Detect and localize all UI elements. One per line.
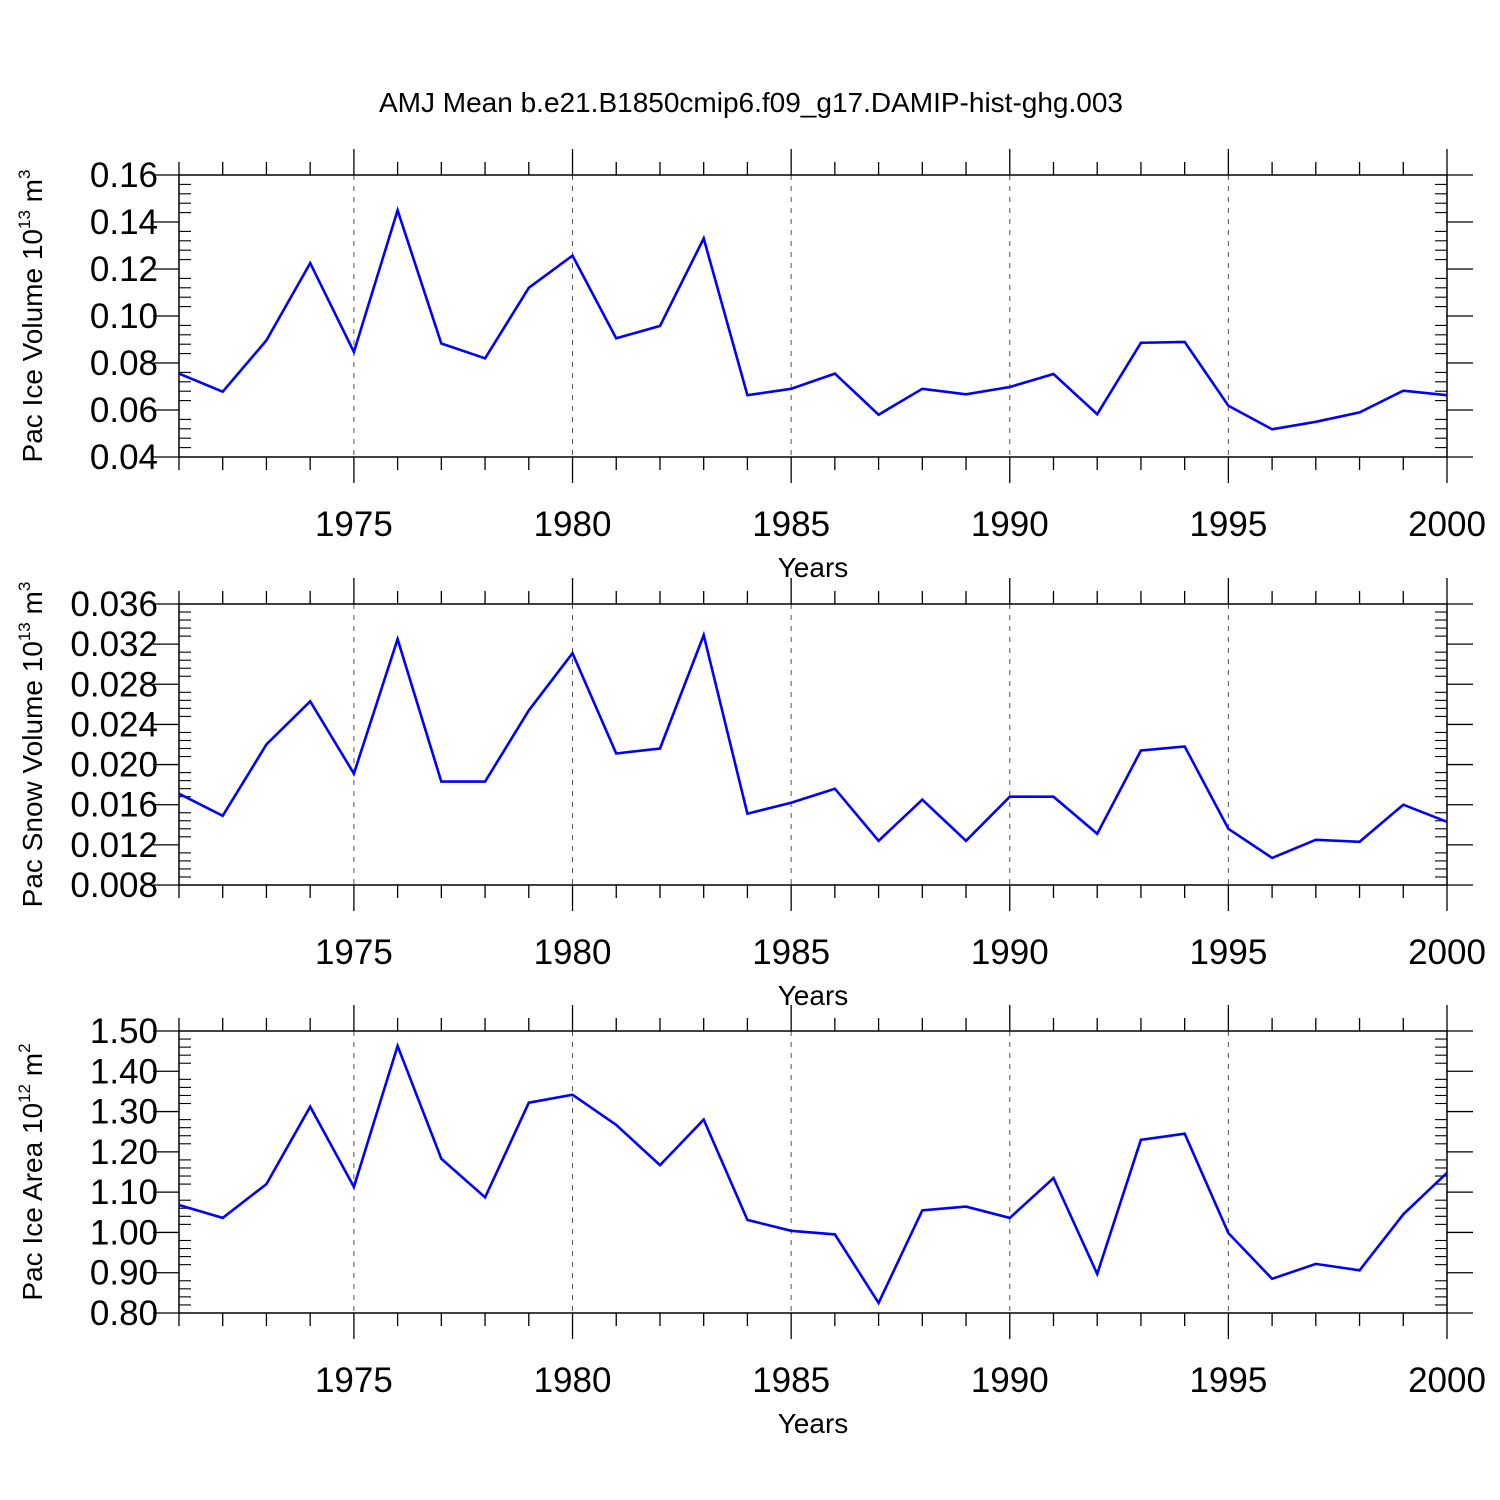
y-axis-title-unit: m xyxy=(17,179,48,210)
y-tick-label: 0.80 xyxy=(90,1294,158,1333)
x-tick-label: 1995 xyxy=(1189,1361,1267,1400)
x-tick-label: 2000 xyxy=(1408,505,1486,544)
y-tick-label: 1.10 xyxy=(90,1173,158,1212)
y-axis-title: Pac Snow Volume 1013 m3 xyxy=(15,582,48,908)
y-tick-label: 0.032 xyxy=(70,625,158,664)
x-tick-label: 1980 xyxy=(534,505,612,544)
y-axis-title-text: Pac Snow Volume 10 xyxy=(17,641,48,907)
y-axis-title-exponent: 13 xyxy=(15,210,34,229)
x-tick-label: 1990 xyxy=(971,1361,1049,1400)
y-tick-label: 0.10 xyxy=(90,297,158,336)
x-axis-title: Years xyxy=(778,552,849,583)
x-tick-label: 1985 xyxy=(752,933,830,972)
x-axis-title: Years xyxy=(778,980,849,1011)
y-axis-title: Pac Ice Volume 1013 m3 xyxy=(15,170,48,463)
x-tick-label: 1995 xyxy=(1189,933,1267,972)
plot-frame xyxy=(178,603,1448,886)
y-tick-label: 0.024 xyxy=(70,705,158,744)
y-tick-label: 1.30 xyxy=(90,1093,158,1132)
panels: 0.04 0.06 0.08 0.10 0.12 0.14 0.16 1975 1980 1985… xyxy=(15,149,1486,1439)
y-tick-label: 0.04 xyxy=(90,438,158,477)
y-axis-title-text: Pac Ice Area 10 xyxy=(17,1103,48,1301)
y-axis-title-unit-exponent: 3 xyxy=(15,170,34,179)
y-tick-label: 0.12 xyxy=(90,250,158,289)
x-tick-label: 1980 xyxy=(534,1361,612,1400)
x-tick-label: 2000 xyxy=(1408,933,1486,972)
x-tick-label: 1990 xyxy=(971,933,1049,972)
series-line xyxy=(178,630,1448,860)
plot-frame xyxy=(178,1030,1448,1314)
x-tick-label: 1990 xyxy=(971,505,1049,544)
y-axis-title-exponent: 12 xyxy=(15,1084,34,1103)
panel-1: 0.04 0.06 0.08 0.10 0.12 0.14 0.16 1975 1980 1985… xyxy=(15,149,1486,583)
y-tick-label: 1.20 xyxy=(90,1133,158,1172)
panel-2: 0.0080.0120.0160.0200.0240.0280.0320.036… xyxy=(15,578,1486,1011)
y-tick-label: 0.90 xyxy=(90,1254,158,1293)
y-tick-label: 0.016 xyxy=(70,786,158,825)
x-tick-label: 1985 xyxy=(752,1361,830,1400)
y-tick-label: 0.028 xyxy=(70,665,158,704)
y-axis-title-unit-exponent: 2 xyxy=(15,1043,34,1052)
y-axis-title-unit: m xyxy=(17,591,48,622)
x-tick-label: 1975 xyxy=(315,1361,393,1400)
y-tick-label: 0.06 xyxy=(90,391,158,430)
y-tick-label: 0.08 xyxy=(90,344,158,383)
y-axis-title-exponent: 13 xyxy=(15,622,34,641)
y-tick-label: 0.14 xyxy=(90,203,158,242)
y-axis-title-unit-exponent: 3 xyxy=(15,582,34,591)
x-axis-title: Years xyxy=(778,1408,849,1439)
figure-title: AMJ Mean b.e21.B1850cmip6.f09_g17.DAMIP-… xyxy=(379,87,1123,118)
x-tick-label: 1985 xyxy=(752,505,830,544)
y-tick-label: 0.012 xyxy=(70,826,158,865)
y-axis-title-text: Pac Ice Volume 10 xyxy=(17,229,48,462)
y-tick-label: 1.40 xyxy=(90,1052,158,1091)
y-tick-label: 0.16 xyxy=(90,156,158,195)
y-axis-title-unit: m xyxy=(17,1053,48,1084)
x-tick-label: 1975 xyxy=(315,933,393,972)
y-tick-label: 0.008 xyxy=(70,866,158,905)
y-tick-label: 1.00 xyxy=(90,1213,158,1252)
x-tick-label: 1980 xyxy=(534,933,612,972)
series-line xyxy=(178,1041,1448,1306)
y-axis-title: Pac Ice Area 1012 m2 xyxy=(15,1043,48,1300)
y-tick-label: 0.020 xyxy=(70,746,158,785)
panel-3: 0.800.901.001.101.201.301.401.50 1975 1980… xyxy=(15,1005,1486,1439)
y-tick-label: 0.036 xyxy=(70,585,158,624)
x-tick-label: 2000 xyxy=(1408,1361,1486,1400)
x-tick-label: 1975 xyxy=(315,505,393,544)
x-tick-label: 1995 xyxy=(1189,505,1267,544)
y-tick-label: 1.50 xyxy=(90,1012,158,1051)
plot-frame xyxy=(178,174,1448,458)
series-line xyxy=(178,206,1448,431)
